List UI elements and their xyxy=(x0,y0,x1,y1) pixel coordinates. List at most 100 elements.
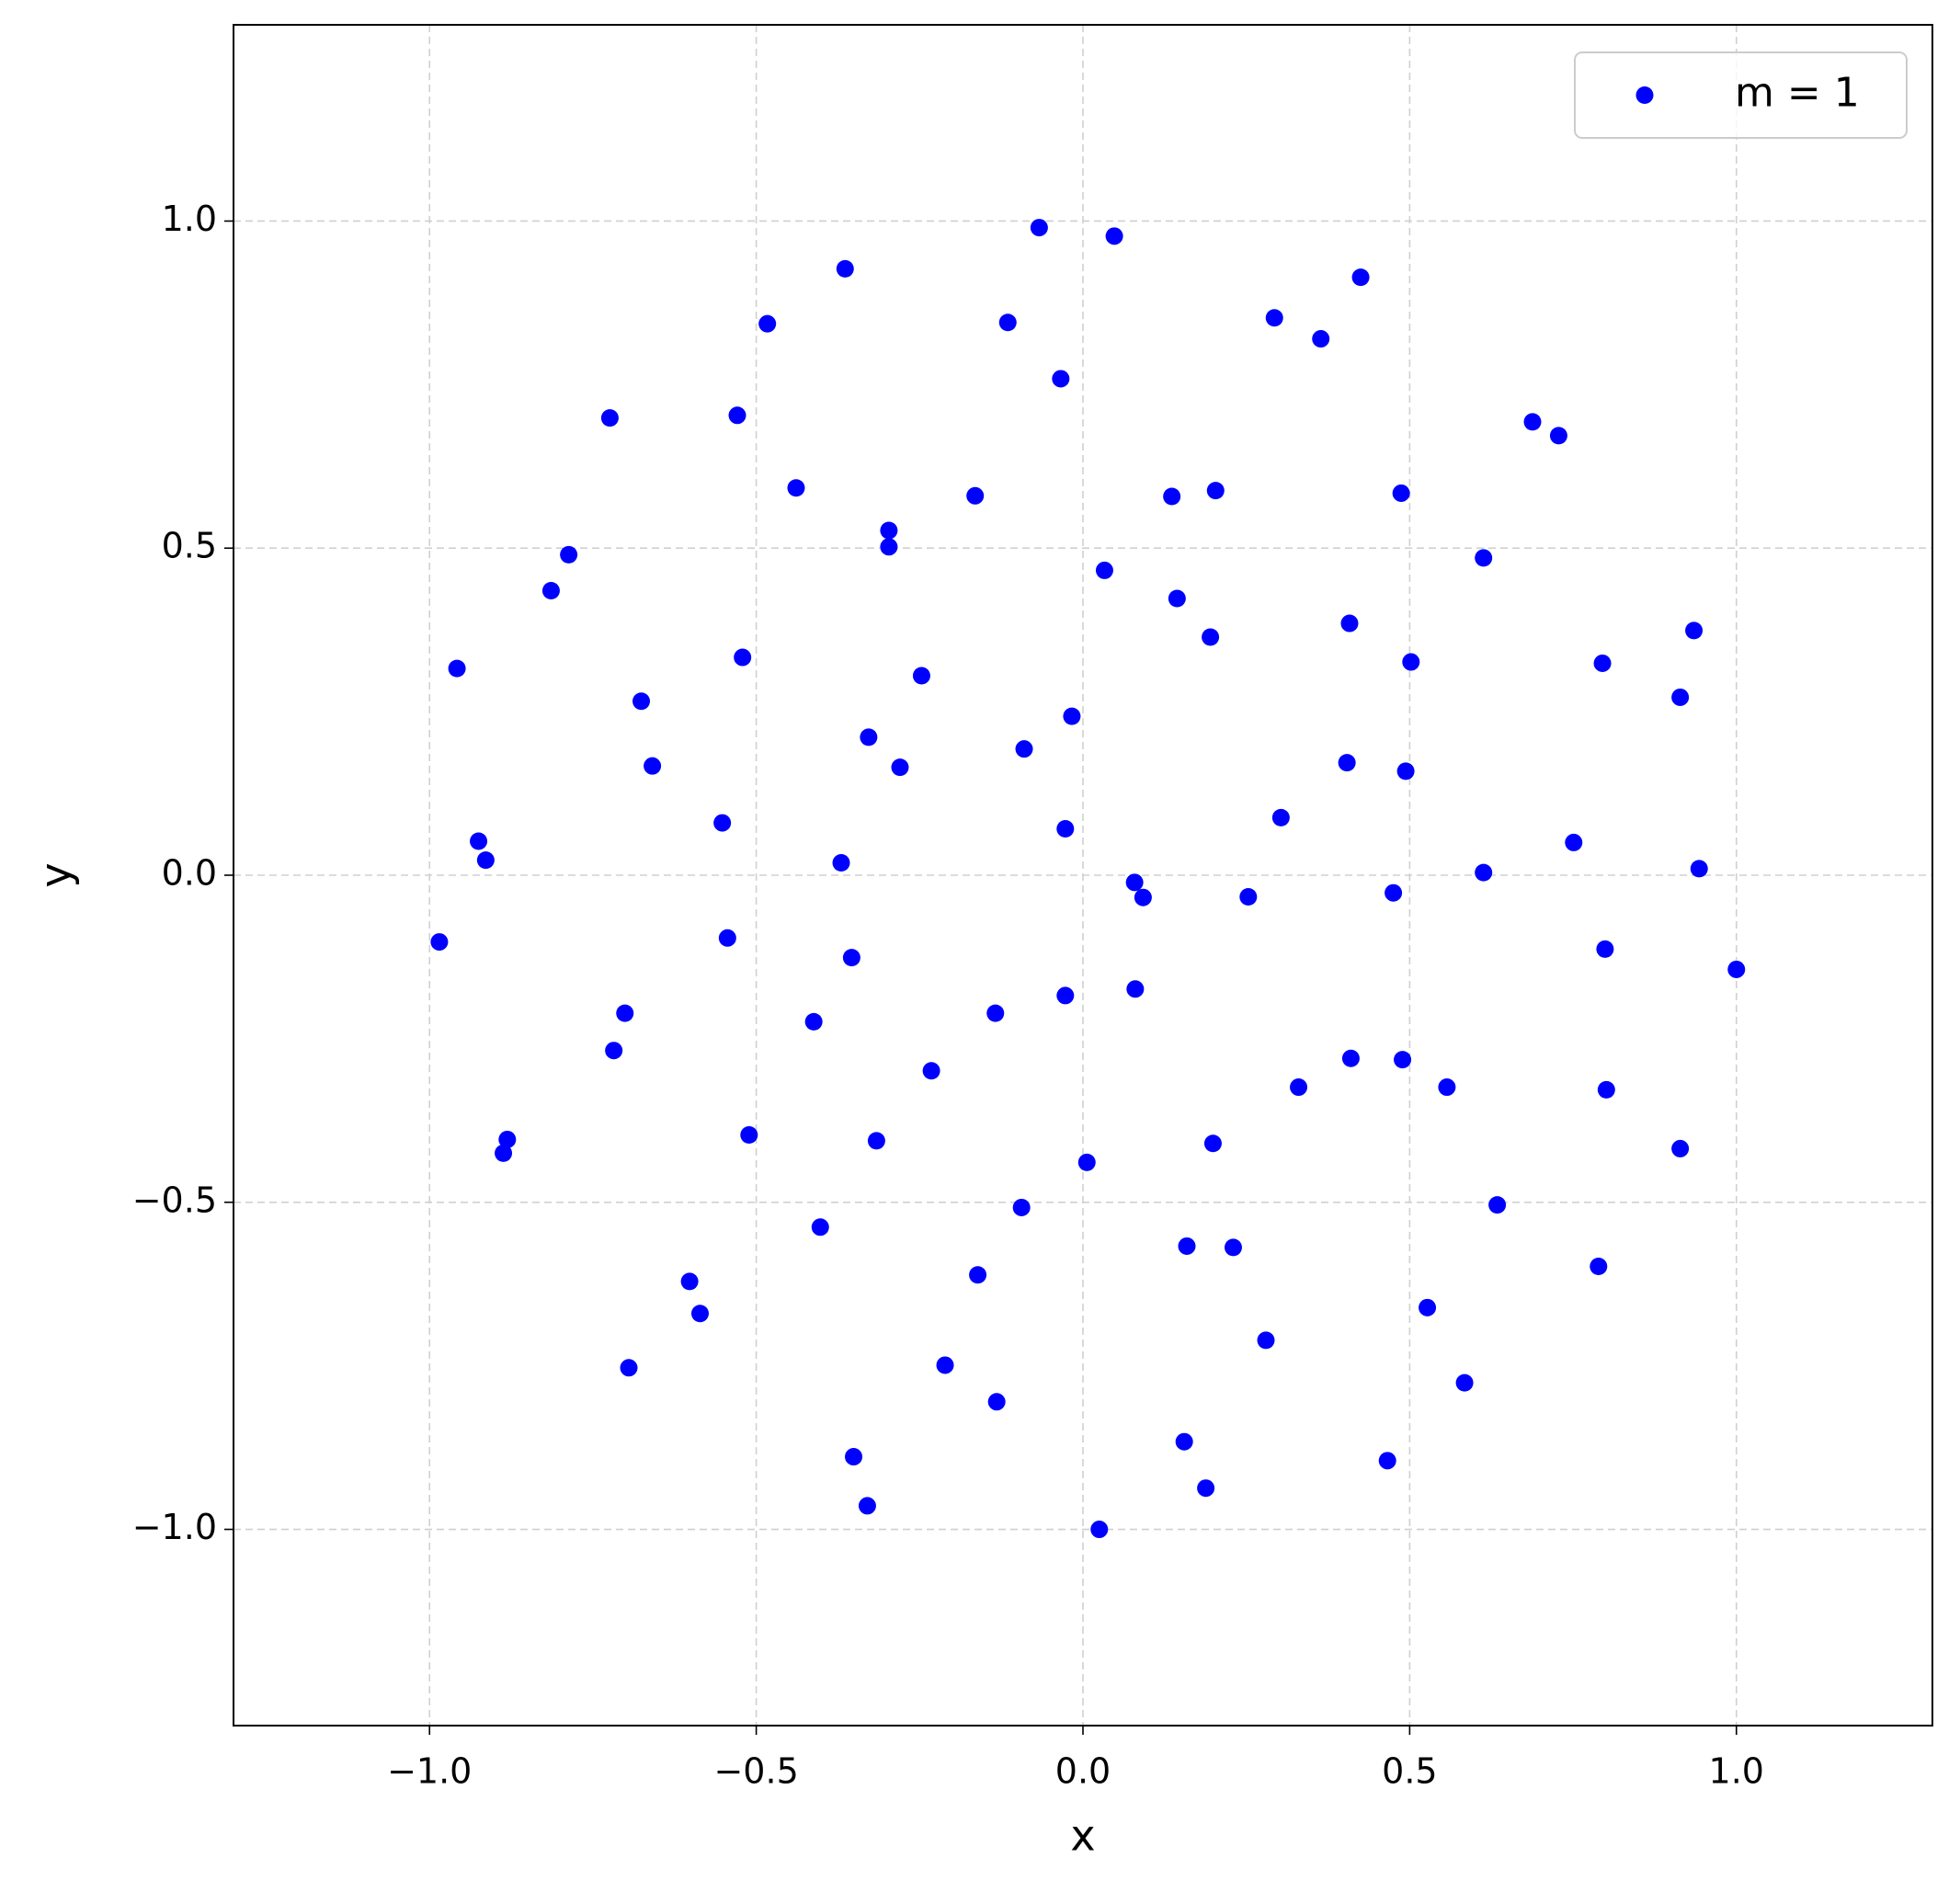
point xyxy=(987,1393,1006,1411)
point xyxy=(1396,762,1415,781)
point xyxy=(1685,621,1704,640)
point xyxy=(1593,654,1612,672)
point xyxy=(1012,1198,1031,1216)
point xyxy=(1206,482,1225,500)
y-tick-label: −0.5 xyxy=(132,1180,217,1220)
point xyxy=(1178,1237,1196,1255)
point xyxy=(880,521,898,540)
point xyxy=(1126,980,1145,998)
point xyxy=(1590,1258,1608,1275)
point xyxy=(718,929,736,947)
point xyxy=(430,933,449,952)
point xyxy=(1596,940,1614,958)
plot-frame xyxy=(233,24,1933,1727)
point xyxy=(690,1305,709,1323)
y-axis-label: y xyxy=(31,862,81,887)
point xyxy=(644,757,662,775)
point xyxy=(966,486,985,505)
point xyxy=(1378,1452,1396,1470)
point xyxy=(1168,589,1186,608)
point xyxy=(1030,219,1048,237)
point xyxy=(605,1042,623,1060)
point xyxy=(448,659,466,678)
point xyxy=(560,545,578,564)
point xyxy=(998,313,1017,332)
point xyxy=(1438,1078,1456,1097)
point xyxy=(845,1448,863,1466)
point xyxy=(787,479,805,497)
point xyxy=(740,1125,758,1144)
point xyxy=(1549,427,1567,445)
point xyxy=(912,667,930,685)
point xyxy=(1690,860,1708,878)
point xyxy=(922,1062,940,1080)
point xyxy=(1203,1134,1222,1153)
point xyxy=(1394,1051,1412,1069)
point xyxy=(1202,628,1220,646)
point xyxy=(1105,227,1123,245)
x-tick-label: 0.0 xyxy=(1055,1751,1111,1792)
point xyxy=(1475,549,1493,567)
point xyxy=(620,1359,638,1377)
point xyxy=(832,853,850,872)
legend-label: m = 1 xyxy=(1735,70,1860,117)
point xyxy=(734,648,752,667)
point xyxy=(616,1004,634,1022)
point xyxy=(1392,484,1410,502)
point xyxy=(1351,268,1370,287)
point xyxy=(1455,1373,1474,1392)
point xyxy=(1338,754,1356,772)
point xyxy=(1095,561,1113,579)
point xyxy=(1290,1078,1308,1097)
x-tick-label: −0.5 xyxy=(713,1751,798,1792)
point xyxy=(1052,370,1070,388)
point xyxy=(1488,1196,1507,1214)
point xyxy=(1197,1479,1215,1498)
point xyxy=(1175,1432,1193,1451)
y-tick-label: 0.5 xyxy=(162,526,217,566)
point xyxy=(880,538,898,556)
point xyxy=(1340,614,1359,633)
point xyxy=(680,1272,699,1291)
point xyxy=(1523,413,1542,431)
point xyxy=(936,1356,954,1374)
legend-marker xyxy=(1635,86,1654,104)
point xyxy=(860,728,878,747)
x-tick-label: 1.0 xyxy=(1709,1751,1764,1792)
point xyxy=(1015,740,1033,758)
point xyxy=(1063,707,1081,725)
point xyxy=(1565,833,1583,851)
point xyxy=(600,409,619,427)
point xyxy=(1419,1298,1437,1316)
x-axis-label: x xyxy=(1070,1811,1095,1861)
point xyxy=(1239,887,1258,906)
point xyxy=(1224,1238,1242,1257)
point xyxy=(1402,653,1420,671)
point xyxy=(758,314,777,333)
point xyxy=(728,406,746,425)
point xyxy=(858,1497,876,1515)
point xyxy=(1077,1153,1096,1171)
point xyxy=(498,1130,517,1148)
point xyxy=(1312,330,1330,348)
point xyxy=(836,259,854,278)
point xyxy=(969,1266,987,1284)
point xyxy=(1475,863,1493,882)
point xyxy=(632,692,651,711)
point xyxy=(470,832,488,850)
y-tick-label: 0.0 xyxy=(162,853,217,894)
y-tick-label: −1.0 xyxy=(132,1507,217,1547)
point xyxy=(1056,819,1075,838)
x-tick-label: 0.5 xyxy=(1382,1751,1437,1792)
point xyxy=(842,949,860,967)
point xyxy=(1265,309,1283,327)
point xyxy=(1671,1139,1690,1157)
point xyxy=(1271,808,1290,826)
point xyxy=(1341,1049,1360,1067)
point xyxy=(1257,1331,1275,1350)
point xyxy=(1090,1521,1109,1539)
point xyxy=(495,1144,513,1162)
point xyxy=(811,1218,829,1237)
